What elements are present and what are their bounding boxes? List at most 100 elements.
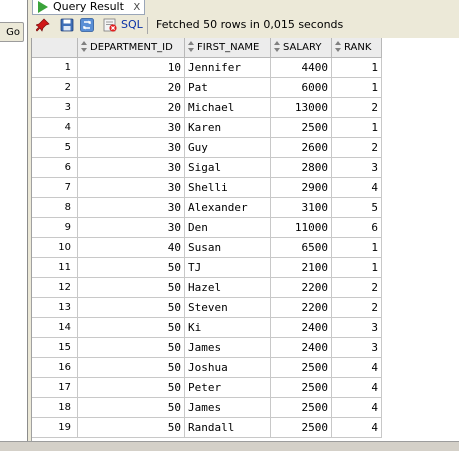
salary-cell[interactable]: 2500 [271,398,332,418]
department-id-cell[interactable]: 50 [78,378,185,398]
table-row[interactable]: 14 50 Ki 2400 3 [32,318,459,338]
table-row[interactable]: 8 30 Alexander 3100 5 [32,198,459,218]
table-row[interactable]: 1 10 Jennifer 4400 1 [32,58,459,78]
horizontal-scrollbar[interactable] [0,441,459,451]
salary-cell[interactable]: 11000 [271,218,332,238]
department-id-cell[interactable]: 50 [78,298,185,318]
salary-cell[interactable]: 2900 [271,178,332,198]
first-name-cell[interactable]: Shelli [185,178,271,198]
salary-cell[interactable]: 3100 [271,198,332,218]
close-icon[interactable]: X [133,2,141,13]
first-name-cell[interactable]: Alexander [185,198,271,218]
first-name-cell[interactable]: James [185,398,271,418]
table-row[interactable]: 6 30 Sigal 2800 3 [32,158,459,178]
table-row[interactable]: 19 50 Randall 2500 4 [32,418,459,438]
salary-cell[interactable]: 2500 [271,418,332,438]
table-row[interactable]: 10 40 Susan 6500 1 [32,238,459,258]
rank-cell[interactable]: 2 [332,298,382,318]
delete-icon[interactable] [103,18,117,32]
rank-cell[interactable]: 4 [332,178,382,198]
first-name-cell[interactable]: Jennifer [185,58,271,78]
table-row[interactable]: 2 20 Pat 6000 1 [32,78,459,98]
salary-cell[interactable]: 2600 [271,138,332,158]
table-row[interactable]: 16 50 Joshua 2500 4 [32,358,459,378]
rank-cell[interactable]: 3 [332,158,382,178]
rank-cell[interactable]: 1 [332,258,382,278]
salary-cell[interactable]: 2500 [271,378,332,398]
table-row[interactable]: 3 20 Michael 13000 2 [32,98,459,118]
first-name-cell[interactable]: Michael [185,98,271,118]
department-id-cell[interactable]: 30 [78,218,185,238]
rank-cell[interactable]: 1 [332,118,382,138]
department-id-cell[interactable]: 50 [78,258,185,278]
tab-query-result[interactable]: Query Result X [32,0,146,15]
rank-cell[interactable]: 3 [332,318,382,338]
department-id-cell[interactable]: 50 [78,338,185,358]
column-header-rank[interactable]: RANK [332,38,382,58]
salary-cell[interactable]: 2200 [271,298,332,318]
salary-cell[interactable]: 6500 [271,238,332,258]
rank-cell[interactable]: 4 [332,418,382,438]
salary-cell[interactable]: 2500 [271,358,332,378]
department-id-cell[interactable]: 30 [78,158,185,178]
rank-cell[interactable]: 2 [332,98,382,118]
salary-cell[interactable]: 4400 [271,58,332,78]
department-id-cell[interactable]: 30 [78,198,185,218]
first-name-cell[interactable]: TJ [185,258,271,278]
department-id-cell[interactable]: 50 [78,398,185,418]
first-name-cell[interactable]: Steven [185,298,271,318]
first-name-cell[interactable]: Ki [185,318,271,338]
salary-cell[interactable]: 2500 [271,118,332,138]
rank-cell[interactable]: 4 [332,358,382,378]
department-id-cell[interactable]: 50 [78,278,185,298]
rank-cell[interactable]: 2 [332,278,382,298]
rank-cell[interactable]: 3 [332,338,382,358]
table-row[interactable]: 18 50 James 2500 4 [32,398,459,418]
rank-cell[interactable]: 6 [332,218,382,238]
refresh-icon[interactable] [80,18,94,32]
rank-cell[interactable]: 4 [332,398,382,418]
salary-cell[interactable]: 2400 [271,338,332,358]
pin-icon[interactable] [36,18,50,32]
salary-cell[interactable]: 2400 [271,318,332,338]
rank-cell[interactable]: 1 [332,238,382,258]
table-row[interactable]: 9 30 Den 11000 6 [32,218,459,238]
table-row[interactable]: 12 50 Hazel 2200 2 [32,278,459,298]
department-id-cell[interactable]: 30 [78,178,185,198]
go-button[interactable]: Go [0,22,24,42]
department-id-cell[interactable]: 30 [78,138,185,158]
rank-cell[interactable]: 2 [332,138,382,158]
department-id-cell[interactable]: 20 [78,78,185,98]
table-row[interactable]: 17 50 Peter 2500 4 [32,378,459,398]
first-name-cell[interactable]: Joshua [185,358,271,378]
rank-cell[interactable]: 1 [332,78,382,98]
salary-cell[interactable]: 2800 [271,158,332,178]
first-name-cell[interactable]: James [185,338,271,358]
rank-cell[interactable]: 1 [332,58,382,78]
rank-cell[interactable]: 4 [332,378,382,398]
first-name-cell[interactable]: Hazel [185,278,271,298]
salary-cell[interactable]: 2100 [271,258,332,278]
first-name-cell[interactable]: Susan [185,238,271,258]
rank-cell[interactable]: 5 [332,198,382,218]
first-name-cell[interactable]: Sigal [185,158,271,178]
column-header-salary[interactable]: SALARY [271,38,332,58]
first-name-cell[interactable]: Randall [185,418,271,438]
salary-cell[interactable]: 6000 [271,78,332,98]
department-id-cell[interactable]: 10 [78,58,185,78]
salary-cell[interactable]: 13000 [271,98,332,118]
save-icon[interactable] [60,18,74,32]
department-id-cell[interactable]: 50 [78,418,185,438]
table-row[interactable]: 7 30 Shelli 2900 4 [32,178,459,198]
sql-button[interactable]: SQL [121,18,143,31]
table-row[interactable]: 5 30 Guy 2600 2 [32,138,459,158]
department-id-cell[interactable]: 40 [78,238,185,258]
first-name-cell[interactable]: Peter [185,378,271,398]
salary-cell[interactable]: 2200 [271,278,332,298]
department-id-cell[interactable]: 30 [78,118,185,138]
first-name-cell[interactable]: Den [185,218,271,238]
table-row[interactable]: 13 50 Steven 2200 2 [32,298,459,318]
first-name-cell[interactable]: Pat [185,78,271,98]
department-id-cell[interactable]: 50 [78,358,185,378]
department-id-cell[interactable]: 20 [78,98,185,118]
